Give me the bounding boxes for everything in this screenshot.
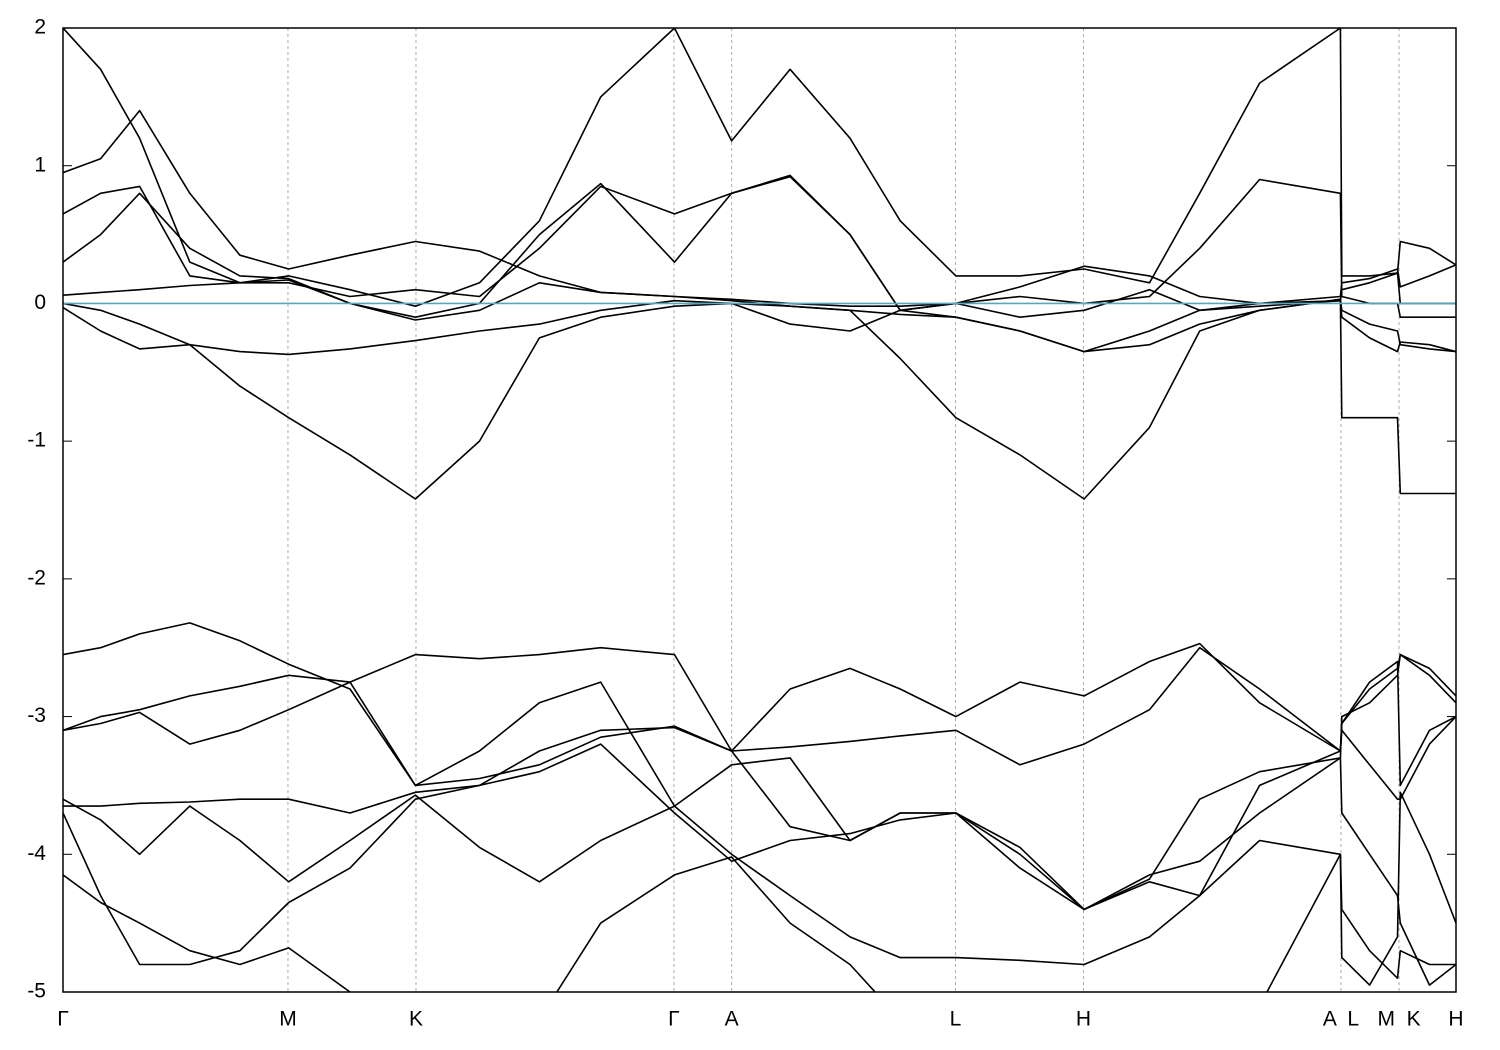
y-tick-label: -2 <box>27 566 46 589</box>
y-tick-label: 1 <box>34 153 46 176</box>
plot-frame <box>62 27 1457 993</box>
x-tick-label: Γ <box>57 1008 69 1031</box>
grid <box>62 27 1457 993</box>
x-tick-label: M <box>279 1008 297 1031</box>
y-tick-label: -1 <box>27 429 46 452</box>
x-tick-label: L <box>950 1008 962 1031</box>
x-tick-label: H <box>1448 1008 1463 1031</box>
band-line <box>63 175 1456 318</box>
x-tick-label: A <box>725 1008 739 1031</box>
band-line <box>63 653 1456 966</box>
y-tick-label: -5 <box>27 980 46 1003</box>
y-tick-label: 2 <box>34 16 46 39</box>
y-tick-label: -4 <box>27 842 46 865</box>
band-line <box>63 298 1456 500</box>
x-tick-label: A L <box>1323 1008 1359 1031</box>
y-tick-label: -3 <box>27 704 46 727</box>
band-line <box>63 853 1456 992</box>
band-line <box>63 791 1456 986</box>
y-tick-label: 0 <box>34 291 46 314</box>
labels: -5 -4 -3 -2 -1 0 1 2 Γ M K Γ A L H A L M K H <box>27 16 1463 1031</box>
band-line <box>63 642 1456 787</box>
band-line <box>63 681 1456 911</box>
bands <box>63 28 1456 992</box>
x-tick-label: M K <box>1377 1008 1420 1031</box>
band-line <box>63 726 1456 986</box>
x-tick-label: K <box>409 1008 423 1031</box>
band-line <box>63 272 1456 356</box>
band-line <box>63 174 1456 353</box>
band-line <box>63 279 1456 353</box>
x-tick-label: Γ <box>668 1008 680 1031</box>
band-line <box>63 109 1456 307</box>
x-tick-label: H <box>1076 1008 1091 1031</box>
